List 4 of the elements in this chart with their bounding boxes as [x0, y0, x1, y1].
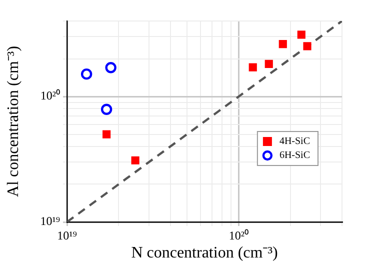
- legend-label: 4H-SiC: [279, 136, 310, 148]
- x-axis-title: N concentration (cm⁻³): [131, 244, 278, 262]
- legend-label: 6H-SiC: [279, 150, 310, 162]
- y-axis-title: Al concentration (cm⁻³): [4, 46, 22, 198]
